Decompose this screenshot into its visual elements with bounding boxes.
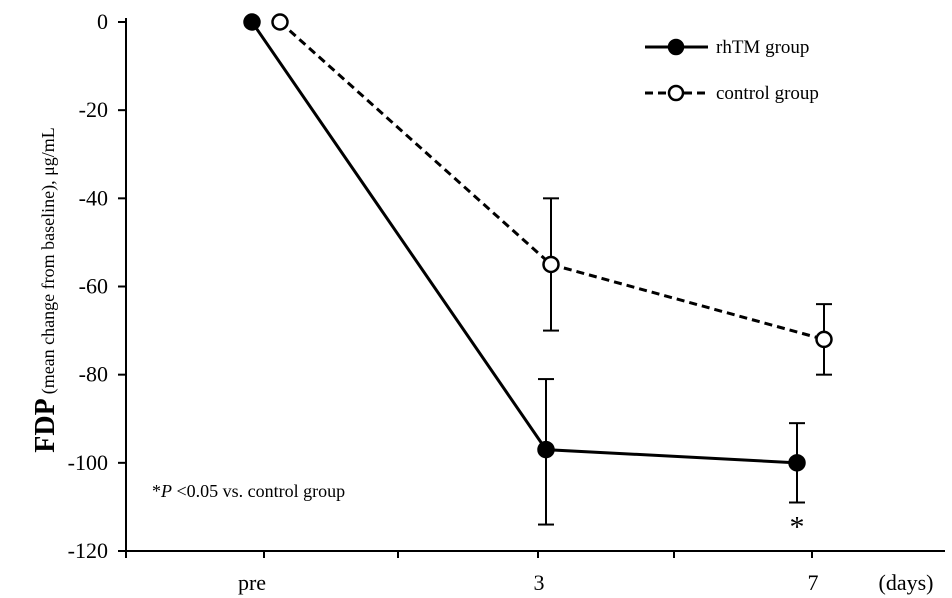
y-tick-label: -40 bbox=[79, 185, 108, 210]
legend-swatch-marker bbox=[667, 38, 685, 56]
y-tick-label: -20 bbox=[79, 97, 108, 122]
series-line bbox=[278, 20, 825, 341]
y-axis-label: FDP (mean change from baseline), μg/mL bbox=[30, 127, 61, 452]
note-italic-p: P bbox=[160, 481, 172, 501]
x-tick-label: 3 bbox=[534, 570, 545, 595]
x-tick-label: 7 bbox=[808, 570, 819, 595]
significance-note: *P <0.05 vs. control group bbox=[152, 481, 345, 501]
legend-label: rhTM group bbox=[716, 37, 809, 58]
y-axis-label-sub: (mean change from baseline), μg/mL bbox=[38, 127, 59, 394]
data-point bbox=[788, 454, 806, 472]
x-axis-unit-label: (days) bbox=[879, 570, 934, 595]
legend-swatch-marker bbox=[667, 84, 685, 102]
y-tick-label: -120 bbox=[68, 538, 108, 563]
data-point bbox=[542, 255, 560, 274]
y-tick-label: -100 bbox=[68, 450, 108, 475]
x-tick-label: pre bbox=[238, 570, 266, 595]
note-rest: <0.05 vs. control group bbox=[172, 481, 345, 501]
y-axis-label-main: FDP bbox=[30, 398, 61, 452]
data-point bbox=[271, 13, 289, 31]
y-tick-label: -60 bbox=[79, 274, 108, 299]
legend-item: rhTM group bbox=[645, 37, 809, 58]
data-point bbox=[815, 330, 833, 349]
legend: rhTM group control group bbox=[645, 37, 819, 104]
legend-label: control group bbox=[716, 83, 819, 104]
series-control bbox=[271, 13, 833, 376]
note-prefix: * bbox=[152, 481, 161, 501]
legend-item: control group bbox=[645, 83, 819, 104]
axes: 0 -20 -40 -60 -80 -100 -120 pre 3 7 bbox=[68, 9, 945, 595]
significance-star: * bbox=[790, 511, 805, 544]
data-point bbox=[537, 440, 555, 459]
y-tick-label: 0 bbox=[97, 9, 108, 34]
y-tick-label: -80 bbox=[79, 362, 108, 387]
series-layer bbox=[243, 13, 833, 526]
data-point bbox=[243, 13, 261, 31]
series-rhtm bbox=[243, 13, 806, 526]
